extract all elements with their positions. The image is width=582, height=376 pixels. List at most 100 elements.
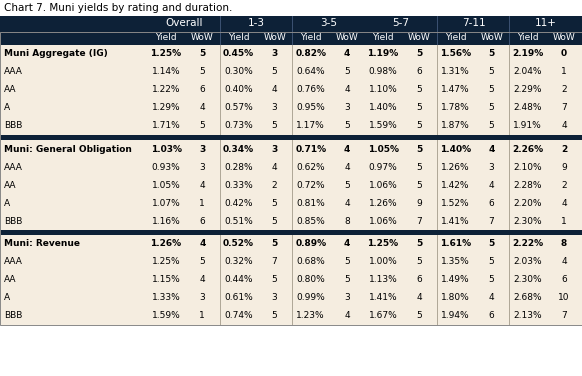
- Bar: [220, 289, 221, 307]
- Text: 3: 3: [271, 50, 278, 59]
- Bar: [0, 194, 582, 212]
- Text: 3-5: 3-5: [320, 18, 338, 29]
- Text: 9: 9: [416, 199, 422, 208]
- Text: 0.61%: 0.61%: [224, 294, 253, 303]
- Text: 2.13%: 2.13%: [513, 311, 542, 320]
- Bar: [0, 253, 582, 271]
- Text: 5: 5: [489, 68, 495, 76]
- Text: 1.61%: 1.61%: [440, 240, 471, 249]
- Text: Chart 7. Muni yields by rating and duration.: Chart 7. Muni yields by rating and durat…: [4, 3, 232, 13]
- Text: 1.49%: 1.49%: [441, 276, 470, 285]
- Bar: [0, 45, 582, 63]
- Bar: [0, 81, 582, 99]
- Text: AA: AA: [4, 276, 16, 285]
- Text: 5: 5: [489, 85, 495, 94]
- Bar: [292, 289, 293, 307]
- Bar: [220, 63, 221, 81]
- Text: 1.87%: 1.87%: [441, 121, 470, 130]
- Text: 5: 5: [200, 68, 205, 76]
- Text: WoW: WoW: [408, 33, 431, 42]
- Text: 1.05%: 1.05%: [368, 144, 399, 153]
- Text: 4: 4: [561, 258, 567, 267]
- Text: 1.16%: 1.16%: [152, 217, 180, 226]
- Text: 6: 6: [416, 276, 422, 285]
- Text: 5: 5: [416, 85, 422, 94]
- Text: 1.19%: 1.19%: [367, 50, 399, 59]
- Bar: [509, 194, 510, 212]
- Text: 5: 5: [416, 311, 422, 320]
- Text: 2.28%: 2.28%: [513, 180, 542, 190]
- Bar: [292, 63, 293, 81]
- Text: 5: 5: [344, 180, 350, 190]
- Text: 0.57%: 0.57%: [224, 103, 253, 112]
- Text: Yield: Yield: [228, 33, 249, 42]
- Text: 0.81%: 0.81%: [296, 199, 325, 208]
- Bar: [509, 307, 510, 325]
- Bar: [509, 140, 510, 158]
- Text: 0.97%: 0.97%: [369, 162, 398, 171]
- Text: 2.48%: 2.48%: [513, 103, 542, 112]
- Text: 3: 3: [199, 144, 205, 153]
- Text: 1.94%: 1.94%: [441, 311, 470, 320]
- Text: 5: 5: [199, 50, 205, 59]
- Bar: [0, 270, 582, 271]
- Bar: [292, 99, 293, 117]
- Text: 4: 4: [344, 199, 350, 208]
- Bar: [0, 135, 582, 140]
- Text: 5: 5: [272, 217, 278, 226]
- Text: 1.25%: 1.25%: [152, 258, 180, 267]
- Text: 4: 4: [561, 121, 567, 130]
- Bar: [220, 307, 221, 325]
- Text: Muni Aggregate (IG): Muni Aggregate (IG): [4, 50, 108, 59]
- Text: 1.05%: 1.05%: [152, 180, 180, 190]
- Text: 5: 5: [271, 240, 278, 249]
- Bar: [292, 271, 293, 289]
- Text: Muni: General Obligation: Muni: General Obligation: [4, 144, 132, 153]
- Text: 1.07%: 1.07%: [152, 199, 180, 208]
- Bar: [0, 288, 582, 289]
- Text: 4: 4: [200, 276, 205, 285]
- Bar: [509, 45, 510, 63]
- Text: 0.62%: 0.62%: [296, 162, 325, 171]
- Text: 0.42%: 0.42%: [224, 199, 253, 208]
- Text: 1.40%: 1.40%: [440, 144, 471, 153]
- Text: AAA: AAA: [4, 68, 23, 76]
- Text: 3: 3: [489, 162, 495, 171]
- Text: 1.91%: 1.91%: [513, 121, 542, 130]
- Text: 1-3: 1-3: [248, 18, 265, 29]
- Bar: [509, 212, 510, 230]
- Bar: [0, 80, 582, 81]
- Text: 4: 4: [344, 162, 350, 171]
- Text: 4: 4: [488, 144, 495, 153]
- Bar: [220, 45, 221, 63]
- Text: AA: AA: [4, 85, 16, 94]
- Text: 2.04%: 2.04%: [513, 68, 542, 76]
- Text: 1: 1: [200, 199, 205, 208]
- Text: 1.10%: 1.10%: [369, 85, 398, 94]
- Bar: [292, 176, 293, 194]
- Bar: [437, 307, 438, 325]
- Bar: [292, 194, 293, 212]
- Text: 1.06%: 1.06%: [369, 217, 398, 226]
- Text: 1.29%: 1.29%: [152, 103, 180, 112]
- Bar: [0, 62, 582, 63]
- Text: 3: 3: [200, 162, 205, 171]
- Bar: [437, 81, 438, 99]
- Bar: [220, 194, 221, 212]
- Text: 4: 4: [344, 311, 350, 320]
- Bar: [220, 235, 221, 253]
- Text: A: A: [4, 294, 10, 303]
- Bar: [292, 16, 293, 45]
- Bar: [0, 211, 582, 212]
- Text: 1.03%: 1.03%: [151, 144, 182, 153]
- Bar: [437, 140, 438, 158]
- Bar: [437, 176, 438, 194]
- Text: 5: 5: [416, 258, 422, 267]
- Text: 4: 4: [417, 294, 422, 303]
- Text: 1.52%: 1.52%: [441, 199, 470, 208]
- Text: BBB: BBB: [4, 121, 22, 130]
- Text: Muni: Revenue: Muni: Revenue: [4, 240, 80, 249]
- Text: 4: 4: [200, 103, 205, 112]
- Text: 0.32%: 0.32%: [224, 258, 253, 267]
- Text: 1.23%: 1.23%: [296, 311, 325, 320]
